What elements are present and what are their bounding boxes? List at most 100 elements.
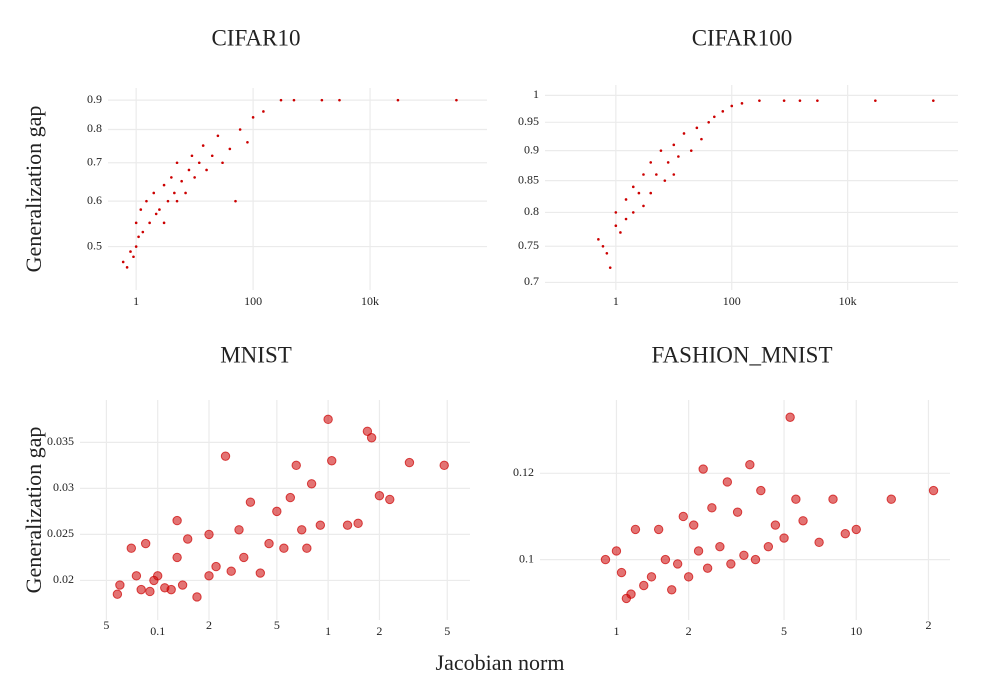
point bbox=[193, 176, 196, 179]
panel-title: CIFAR100 bbox=[692, 25, 793, 50]
point bbox=[649, 161, 653, 164]
point bbox=[677, 155, 680, 158]
x-tick-label: 5 bbox=[274, 618, 280, 632]
y-tick-label: 0.02 bbox=[53, 572, 74, 586]
point bbox=[228, 147, 232, 151]
point bbox=[264, 538, 274, 549]
x-tick-label: 1 bbox=[133, 294, 139, 308]
point bbox=[739, 550, 749, 560]
y-tick-label: 0.5 bbox=[87, 238, 102, 252]
point bbox=[251, 116, 255, 119]
point bbox=[172, 552, 182, 563]
point bbox=[141, 230, 145, 234]
point bbox=[631, 185, 635, 189]
point bbox=[320, 98, 324, 102]
point bbox=[162, 221, 166, 225]
point bbox=[639, 580, 649, 591]
y-tick-label: 0.7 bbox=[524, 274, 539, 288]
point bbox=[239, 552, 249, 563]
point bbox=[756, 485, 766, 496]
point bbox=[297, 525, 307, 535]
point bbox=[172, 515, 182, 526]
point bbox=[678, 511, 688, 522]
point bbox=[374, 491, 385, 501]
point bbox=[616, 567, 627, 578]
y-tick-label: 0.9 bbox=[87, 92, 102, 106]
x-axis-label: Jacobian norm bbox=[436, 650, 565, 675]
y-tick-label: 0.7 bbox=[87, 155, 102, 169]
point bbox=[177, 580, 188, 590]
point bbox=[730, 104, 734, 108]
point bbox=[693, 546, 704, 556]
point bbox=[245, 497, 256, 507]
point bbox=[630, 524, 641, 535]
x-tick-label: 2 bbox=[376, 624, 382, 638]
point bbox=[262, 110, 265, 113]
point bbox=[162, 183, 166, 187]
point bbox=[201, 144, 205, 147]
y-tick-label: 0.12 bbox=[513, 465, 534, 479]
point bbox=[653, 524, 664, 535]
point bbox=[112, 589, 123, 599]
y-axis-label: Generalization gap bbox=[21, 106, 46, 273]
point bbox=[601, 244, 605, 248]
x-tick-label: 5 bbox=[103, 618, 109, 632]
point bbox=[175, 161, 179, 165]
point bbox=[306, 479, 317, 489]
point bbox=[637, 191, 641, 195]
point bbox=[205, 168, 208, 172]
point bbox=[715, 541, 725, 552]
point bbox=[740, 102, 744, 105]
point bbox=[404, 457, 415, 468]
point bbox=[928, 485, 939, 496]
point bbox=[126, 543, 137, 553]
point bbox=[721, 110, 725, 113]
point bbox=[192, 592, 202, 602]
point bbox=[327, 456, 337, 466]
point bbox=[642, 173, 645, 176]
point bbox=[134, 245, 138, 248]
point bbox=[323, 414, 333, 425]
point bbox=[129, 250, 132, 253]
point bbox=[139, 208, 143, 211]
point bbox=[197, 161, 201, 165]
point bbox=[798, 99, 802, 102]
point bbox=[291, 460, 301, 471]
point bbox=[828, 494, 838, 504]
point bbox=[145, 586, 155, 597]
point bbox=[166, 584, 176, 595]
point bbox=[145, 199, 148, 203]
point bbox=[660, 554, 671, 565]
x-tick-label: 10k bbox=[839, 294, 857, 308]
point bbox=[666, 161, 670, 164]
point bbox=[597, 238, 600, 241]
point bbox=[132, 255, 135, 259]
point bbox=[153, 571, 163, 581]
point bbox=[722, 477, 733, 487]
point bbox=[137, 235, 140, 239]
point bbox=[689, 520, 699, 530]
point bbox=[173, 191, 176, 195]
point bbox=[624, 217, 628, 221]
point bbox=[732, 507, 743, 517]
point bbox=[667, 585, 677, 595]
point bbox=[663, 179, 667, 182]
y-tick-label: 0.1 bbox=[519, 551, 534, 565]
point bbox=[785, 412, 795, 422]
x-tick-label: 100 bbox=[723, 294, 741, 308]
x-tick-label: 2 bbox=[206, 618, 212, 632]
point bbox=[396, 98, 400, 102]
point bbox=[385, 494, 395, 505]
point bbox=[649, 191, 653, 195]
y-tick-label: 0.75 bbox=[518, 238, 539, 252]
point bbox=[210, 154, 214, 158]
x-tick-label: 2 bbox=[925, 618, 931, 632]
point bbox=[682, 132, 686, 135]
point bbox=[204, 571, 214, 581]
point bbox=[302, 543, 312, 553]
point bbox=[338, 98, 341, 102]
point bbox=[672, 559, 683, 569]
x-tick-label: 5 bbox=[444, 624, 450, 638]
point bbox=[220, 451, 231, 461]
point bbox=[707, 503, 717, 513]
